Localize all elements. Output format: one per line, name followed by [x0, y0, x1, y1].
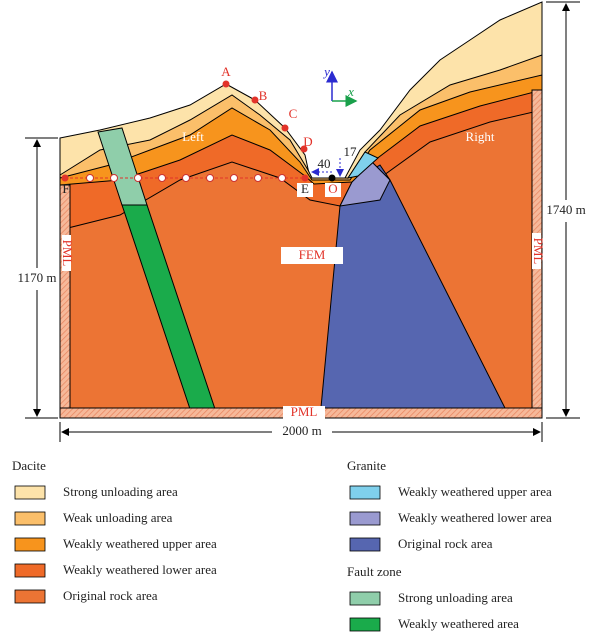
legend-item: Weakly weathered upper area — [63, 536, 217, 551]
dimension-label: 1170 m — [18, 270, 57, 285]
fem-label: FEM — [299, 247, 326, 262]
legend-item: Strong unloading area — [398, 590, 513, 605]
region-label: Left — [182, 129, 204, 144]
legend-swatch — [15, 564, 45, 577]
point-label: B — [259, 88, 268, 103]
page: A B C D E F O Left Right y x 40 17 FEM P… — [0, 0, 597, 635]
legend-item: Weak unloading area — [63, 510, 173, 525]
point-label: C — [289, 106, 298, 121]
legend-swatch — [350, 512, 380, 525]
legend: Dacite Strong unloading area Weak unloadin… — [12, 458, 552, 631]
legend-item: Weakly weathered upper area — [398, 484, 552, 499]
legend-item: Strong unloading area — [63, 484, 178, 499]
pml-left — [60, 185, 70, 418]
dimension-label: 2000 m — [282, 423, 321, 438]
legend-item: Weakly weathered area — [398, 616, 519, 631]
pml-label: PML — [291, 404, 318, 419]
offset-label: 17 — [344, 144, 358, 159]
legend-swatch — [350, 486, 380, 499]
legend-swatch — [350, 538, 380, 551]
legend-item: Weakly weathered lower area — [398, 510, 552, 525]
legend-group-title: Dacite — [12, 458, 46, 473]
legend-item: Weakly weathered lower area — [63, 562, 217, 577]
model — [60, 2, 542, 418]
legend-group-title: Fault zone — [347, 564, 402, 579]
legend-swatch — [15, 486, 45, 499]
point-label: A — [221, 64, 231, 79]
legend-item: Original rock area — [398, 536, 493, 551]
axis-label: y — [322, 64, 330, 79]
offset-label: 40 — [318, 156, 331, 171]
legend-swatch — [350, 592, 380, 605]
legend-group-title: Granite — [347, 458, 386, 473]
pml-label: PML — [60, 240, 75, 267]
point-label: E — [301, 181, 309, 196]
legend-item: Original rock area — [63, 588, 158, 603]
legend-swatch — [15, 538, 45, 551]
pml-label: PML — [531, 238, 546, 265]
point-label: O — [328, 181, 337, 196]
legend-swatch — [15, 590, 45, 603]
region-label: Right — [466, 129, 495, 144]
dimension-label: 1740 m — [546, 202, 585, 217]
legend-swatch — [15, 512, 45, 525]
legend-swatch — [350, 618, 380, 631]
point-label: D — [303, 134, 312, 149]
point-label: F — [62, 181, 69, 196]
axis-label: x — [347, 84, 354, 99]
